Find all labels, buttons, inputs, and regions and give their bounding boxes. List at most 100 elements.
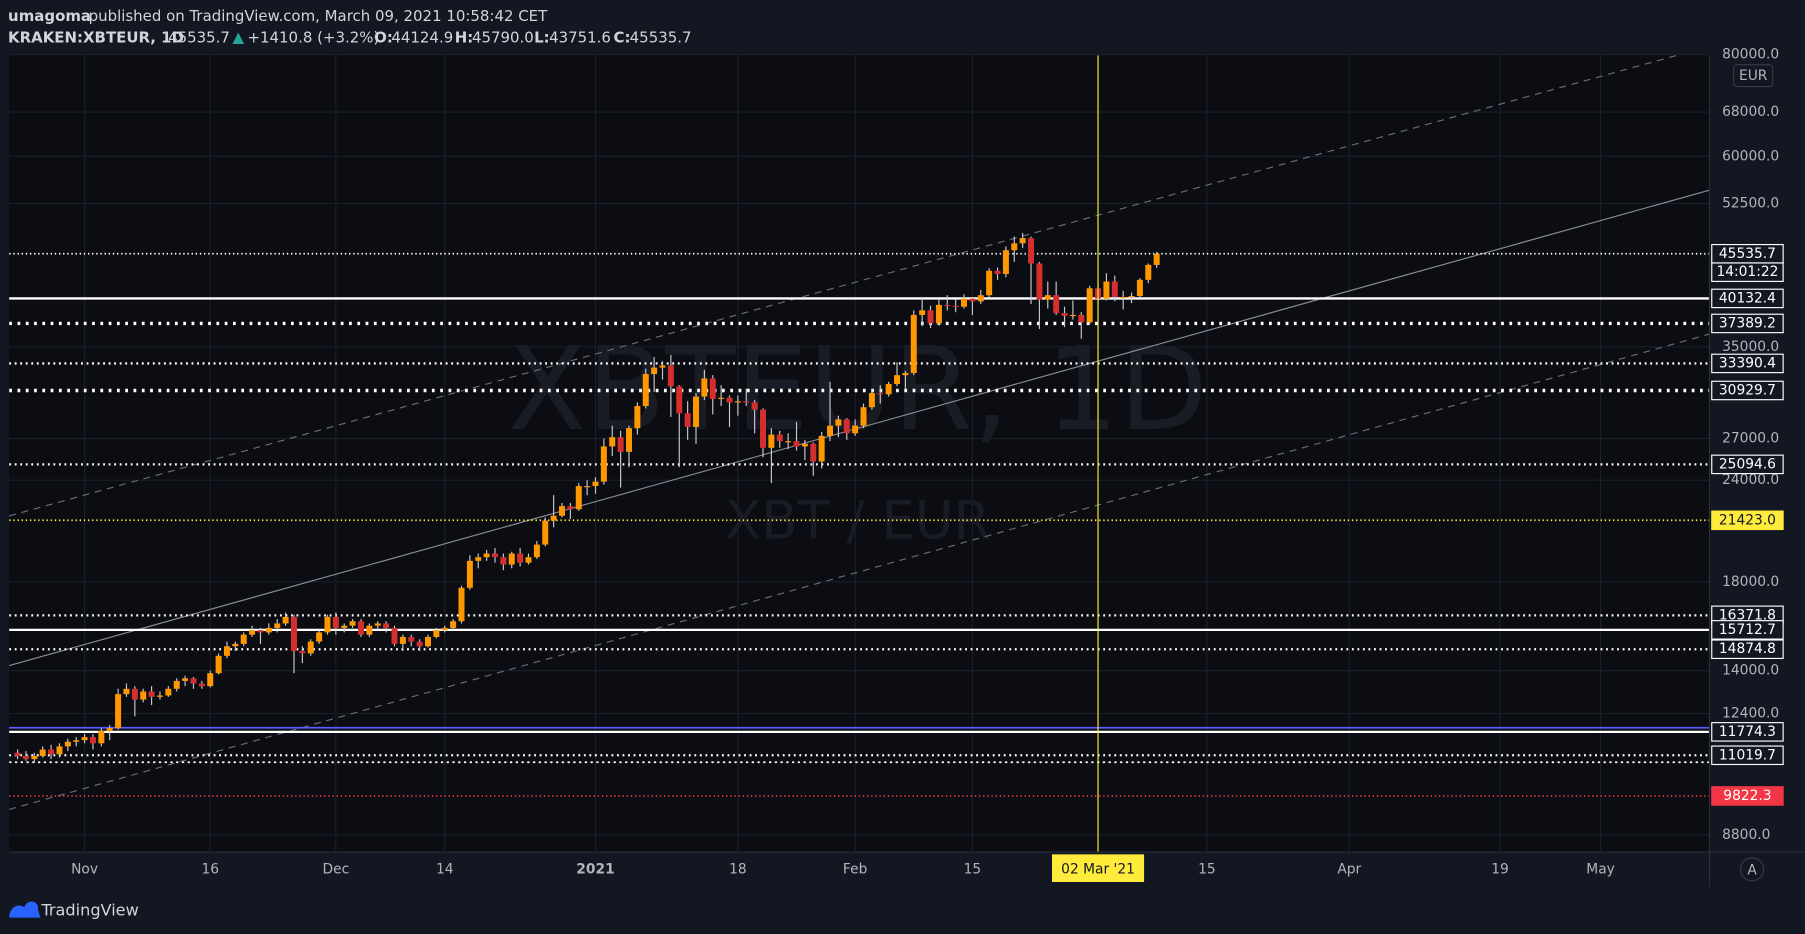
price-label-box (1711, 745, 1784, 766)
price-label-box (1711, 353, 1784, 374)
trend-line-lower (9, 333, 1710, 811)
candle-body (567, 506, 574, 510)
candle-body (860, 407, 867, 426)
candle-body (1153, 253, 1160, 265)
price-label-box (1711, 510, 1784, 531)
candle-body (952, 305, 959, 307)
candle-body (559, 506, 565, 516)
currency-button[interactable] (1733, 64, 1774, 88)
candle-body (341, 625, 348, 628)
y-tick-label: 14000.0 (1722, 663, 1779, 679)
candle-body (190, 678, 197, 684)
candle-body (642, 374, 649, 407)
candle-body (1011, 243, 1018, 251)
candle-body (935, 304, 942, 324)
candle-body (1069, 314, 1076, 317)
candle-body (332, 616, 339, 628)
candle-body (592, 481, 599, 487)
candle-body (399, 636, 406, 644)
candle-body (39, 749, 46, 756)
candle-body (81, 737, 88, 741)
candle-body (609, 437, 616, 447)
candle-body (391, 627, 398, 644)
x-tick-label: Nov (71, 861, 98, 877)
candle-body (290, 616, 297, 652)
candle-body (944, 304, 951, 307)
candle-body (701, 378, 708, 397)
price-label-box (1711, 288, 1784, 309)
countdown-box (1711, 262, 1784, 282)
candle-body (751, 402, 758, 410)
price-label: 9822.3 (1723, 788, 1771, 804)
candle-body (1145, 264, 1152, 280)
crosshair-label-box (1051, 854, 1145, 882)
price-label: 15712.7 (1719, 622, 1776, 638)
ohlc-key: C: (614, 29, 631, 47)
ohlc-value: 45790.0 (472, 29, 534, 47)
candle-body (726, 397, 733, 403)
candle-body (525, 557, 532, 563)
candle-body (760, 409, 767, 448)
candle-body (1002, 250, 1009, 275)
trend-line (9, 189, 1710, 667)
y-tick-label: 60000.0 (1722, 148, 1779, 164)
currency[interactable]: EUR (1739, 68, 1768, 84)
candle-body (408, 636, 415, 642)
candle-body (508, 553, 515, 565)
candle-body (718, 397, 725, 399)
price-label-box (1711, 380, 1784, 401)
candle-body (902, 372, 909, 376)
candle-body (433, 630, 440, 637)
candle-body (768, 434, 775, 448)
candle-body (667, 365, 674, 387)
candle-body (1136, 279, 1143, 297)
candle-body (207, 673, 214, 687)
countdown: 14:01:22 (1716, 264, 1778, 280)
candle-body (868, 393, 875, 408)
candle-body (106, 728, 113, 732)
candle-body (843, 419, 850, 434)
candle-body (48, 749, 55, 755)
candle-body (776, 434, 783, 442)
candle-body (441, 627, 448, 631)
candle-body (575, 486, 582, 510)
candle-body (240, 634, 247, 644)
auto-scale-button[interactable] (1739, 857, 1765, 882)
candle-body (215, 655, 222, 674)
author: umagoma (8, 7, 91, 25)
candle-body (416, 641, 423, 647)
x-tick-label: May (1586, 861, 1615, 877)
price-label-box (1711, 620, 1784, 640)
price-label-box (1711, 639, 1784, 660)
candle-body (810, 443, 817, 462)
candle-body (316, 632, 323, 642)
published: published on TradingView.com, March 09, … (89, 7, 549, 25)
logo (9, 901, 41, 918)
candle-body (1120, 296, 1127, 299)
y-tick-label: 8800.0 (1722, 827, 1770, 843)
ohlc-key: H: (455, 29, 474, 47)
candle-body (282, 616, 289, 624)
symbol: KRAKEN:XBTEUR, 1D (8, 29, 184, 47)
candle-body (676, 386, 683, 414)
candle-body (249, 630, 256, 635)
candle-body (131, 688, 138, 700)
price-label: 11774.3 (1719, 724, 1776, 740)
auto-scale[interactable]: A (1747, 862, 1757, 878)
candle-body (801, 443, 808, 447)
candle-body (458, 587, 465, 622)
y-tick-label: 68000.0 (1722, 104, 1779, 120)
candle-body (584, 486, 591, 488)
y-tick-label: 80000.0 (1722, 47, 1779, 63)
candle-body (659, 365, 666, 368)
candle-body (89, 737, 96, 744)
candle-body (1036, 263, 1043, 300)
candle-body (324, 616, 331, 633)
brand: TradingView (40, 900, 138, 919)
candle-body (818, 435, 825, 462)
candle-body (265, 627, 272, 633)
x-tick-label: 2021 (576, 861, 614, 877)
candle-body (1061, 313, 1068, 316)
